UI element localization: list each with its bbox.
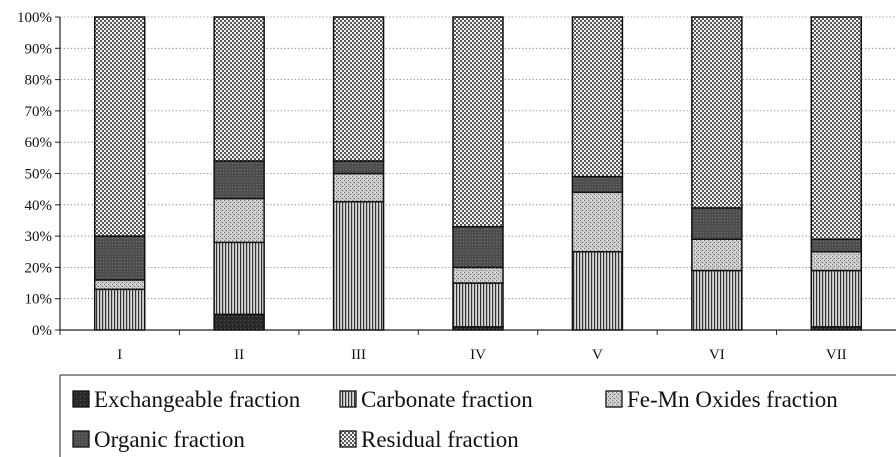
bar-segment: [93, 16, 146, 237]
bar-segment: [452, 16, 504, 228]
y-tick-label: 90%: [25, 41, 53, 57]
bar-segment: [452, 225, 504, 269]
x-tick-label: VI: [709, 347, 725, 363]
legend-swatch: [339, 430, 357, 448]
bar-segment: [571, 191, 624, 253]
bar-segment: [213, 197, 265, 244]
bar-segment: [93, 279, 146, 291]
bar-segment: [691, 238, 743, 272]
legend-label: Organic fraction: [94, 427, 245, 452]
y-tick-label: 10%: [25, 292, 53, 308]
x-tick-label: IV: [470, 347, 486, 363]
bar-segment: [810, 251, 863, 272]
bar-segment: [332, 160, 385, 175]
x-axis: I II III IV V VI VII: [59, 329, 896, 363]
bar-segment: [213, 16, 265, 162]
x-tick-label: V: [592, 347, 603, 363]
bar-segment: [213, 313, 265, 331]
bar-segment: [691, 269, 743, 331]
bar-segment: [810, 269, 863, 328]
bar-segment: [810, 16, 863, 240]
bar-segment: [332, 172, 385, 203]
bar-segment: [571, 251, 624, 331]
legend-label: Exchangeable fraction: [94, 387, 301, 412]
bar-segment: [810, 238, 863, 253]
y-tick-label: 100%: [17, 10, 52, 26]
y-tick-label: 40%: [25, 198, 53, 214]
gridlines: [60, 16, 896, 300]
legend: Exchangeable fraction Carbonate fraction F…: [59, 374, 896, 457]
bar-segment: [332, 200, 385, 331]
bar-segment: [571, 16, 624, 178]
bar-segment: [213, 160, 265, 200]
x-tick-label: II: [234, 347, 244, 363]
bar-segment: [93, 235, 146, 281]
x-tick-label: III: [351, 347, 366, 363]
x-tick-label: I: [117, 347, 122, 363]
bar-segment: [691, 16, 743, 209]
legend-swatch: [72, 430, 90, 448]
bar-segment: [213, 241, 265, 316]
legend-swatch: [339, 390, 357, 408]
legend-swatch: [605, 390, 623, 408]
y-tick-label: 30%: [25, 229, 53, 245]
y-axis: 0% 10% 20% 30% 40% 50% 60% 70% 80% 90% 100%: [17, 10, 61, 339]
y-tick-label: 80%: [25, 73, 53, 89]
bar-segment: [93, 288, 146, 331]
bar-segment: [452, 266, 504, 284]
bar-segment: [571, 175, 624, 194]
y-tick-label: 60%: [25, 135, 53, 151]
y-tick-label: 50%: [25, 167, 53, 183]
bar-segment: [452, 282, 504, 328]
y-tick-label: 0%: [32, 323, 52, 339]
bars: [93, 16, 863, 331]
legend-label: Carbonate fraction: [361, 387, 533, 412]
bar-segment: [332, 16, 385, 162]
legend-label: Residual fraction: [361, 427, 519, 452]
legend-swatch: [72, 390, 90, 408]
bar-segment: [691, 207, 743, 240]
y-tick-label: 70%: [25, 104, 53, 120]
legend-label: Fe-Mn Oxides fraction: [627, 387, 838, 412]
x-tick-label: VII: [826, 347, 847, 363]
y-tick-label: 20%: [25, 260, 53, 276]
